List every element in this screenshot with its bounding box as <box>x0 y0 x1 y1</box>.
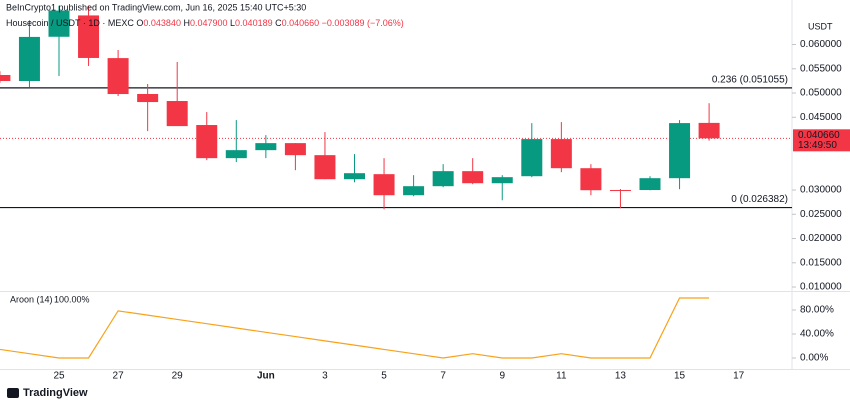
axis-unit: USDT <box>808 21 833 31</box>
x-tick-label: 5 <box>381 371 387 382</box>
candle-body <box>314 155 336 180</box>
candle-body <box>196 125 218 159</box>
x-tick-label: 29 <box>172 371 184 382</box>
aroon-title: Aroon (14) <box>10 294 53 304</box>
countdown-label: 13:49:50 <box>798 140 837 151</box>
legend-text: −0.003089 (−7.06%) <box>322 18 404 28</box>
candle-body <box>107 58 129 95</box>
candle-body <box>521 139 543 177</box>
brand-logo: TradingView <box>7 387 88 399</box>
candle-body <box>669 123 691 179</box>
candle-body <box>609 190 631 192</box>
candle-body <box>18 36 40 81</box>
x-tick-label: 25 <box>53 371 65 382</box>
y-tick-label: 0.045000 <box>800 112 842 123</box>
brand: TradingView <box>23 387 88 399</box>
axes: 0.060000 0.055000 0.050000 0.045000 0.030000… <box>53 39 850 382</box>
x-tick-label: 7 <box>440 371 446 382</box>
candle-body <box>580 168 602 191</box>
candle-body <box>344 173 365 180</box>
x-tick-label: 17 <box>733 371 745 382</box>
y-tick-label: 0.00% <box>800 353 828 364</box>
legend-text: 0.040660 <box>282 18 320 28</box>
legend-text: 0.040189 <box>235 18 273 28</box>
legend-text: Housecoin / USDT · 1D · MEXC <box>6 18 134 28</box>
aroon-value: 100.00% <box>54 294 90 304</box>
y-tick-label: 0.010000 <box>800 282 842 293</box>
legend-text: O <box>136 18 143 28</box>
y-tick-label: 0.020000 <box>800 233 842 244</box>
aroon-pane <box>0 297 710 359</box>
y-tick-label: 0.025000 <box>800 209 842 220</box>
legend-text: H <box>183 18 190 28</box>
y-tick-label: 0.030000 <box>800 185 842 196</box>
candle-body <box>284 143 306 156</box>
y-tick-label: 80.00% <box>800 305 834 316</box>
y-tick-label: 40.00% <box>800 329 834 340</box>
x-tick-label: Jun <box>257 371 275 382</box>
candle-body <box>373 174 395 196</box>
x-tick-label: 27 <box>113 371 125 382</box>
x-tick-label: 13 <box>615 371 627 382</box>
candle-body <box>137 93 159 103</box>
y-tick-label: 0.050000 <box>800 88 842 99</box>
candle-body <box>225 150 247 159</box>
legend-text: L <box>230 18 235 28</box>
x-tick-label: 9 <box>499 371 505 382</box>
candle-body <box>403 186 425 196</box>
aroon-line <box>0 297 710 359</box>
y-tick-label: 0.055000 <box>800 63 842 74</box>
candle-body <box>698 122 720 139</box>
x-tick-label: 3 <box>322 371 328 382</box>
candle-body <box>639 178 661 191</box>
byline: BeInCrypto1 published on TradingView.com… <box>6 2 306 12</box>
candle-body <box>78 15 100 58</box>
legend-text: 0.047900 <box>190 18 228 28</box>
x-tick-label: 15 <box>674 371 686 382</box>
fib-level-label: 0.236 (0.051055) <box>712 75 788 86</box>
price-pane: 0.236 (0.051055) 0 (0.026382) <box>0 5 792 210</box>
legend-text: 0.043840 <box>143 18 181 28</box>
fib-level-label: 0 (0.026382) <box>731 194 788 205</box>
y-tick-label: 0.060000 <box>800 39 842 50</box>
candle-body <box>48 10 70 37</box>
candle-body <box>432 171 454 187</box>
candle-body <box>166 101 188 127</box>
last-price-label: 0.040660 <box>798 130 840 141</box>
y-tick-label: 0.015000 <box>800 257 842 268</box>
candle-body <box>462 171 484 184</box>
candle-body <box>0 74 11 81</box>
candle-body <box>550 139 572 169</box>
legend-text: C <box>275 18 282 28</box>
candle-body <box>491 177 513 184</box>
x-tick-label: 11 <box>556 371 567 382</box>
last-price-badge <box>793 129 850 152</box>
legend: Housecoin / USDT · 1D · MEXC O0.043840 H… <box>6 18 404 28</box>
candle-body <box>255 143 277 151</box>
